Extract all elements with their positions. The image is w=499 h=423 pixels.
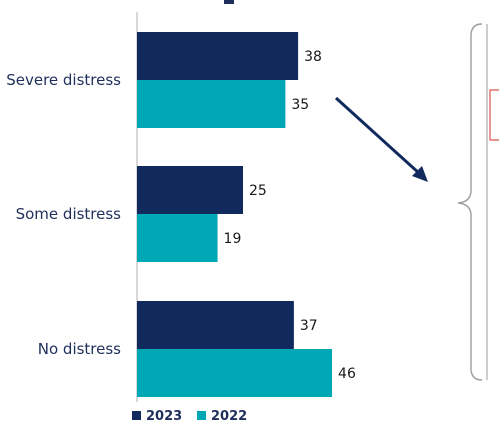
- bar-no-distress-2023: [137, 301, 294, 349]
- red-marker-fragment: [489, 89, 499, 141]
- legend-swatch-2022: [197, 411, 206, 420]
- value-label-some-distress-2023: 25: [249, 183, 267, 199]
- bars-group: 38 35 25 19 37 46: [137, 32, 356, 397]
- arrow-shaft: [334, 96, 422, 176]
- category-label-no-distress: No distress: [38, 340, 121, 358]
- curly-brace: [457, 23, 483, 381]
- bar-some-distress-2022: [137, 214, 218, 262]
- category-labels-group: Severe distress Some distress No distress: [6, 71, 121, 358]
- category-label-some-distress: Some distress: [16, 205, 122, 223]
- value-label-no-distress-2023: 37: [300, 318, 318, 334]
- category-label-severe-distress: Severe distress: [6, 71, 121, 89]
- legend: 2023 2022: [132, 409, 247, 423]
- bar-some-distress-2023: [137, 166, 243, 214]
- bar-no-distress-2022: [137, 349, 333, 397]
- value-label-severe-distress-2023: 38: [304, 49, 322, 65]
- legend-swatch-2023: [132, 411, 141, 420]
- bar-severe-distress-2023: [137, 32, 299, 80]
- legend-label-2023: 2023: [146, 409, 182, 423]
- value-label-some-distress-2022: 19: [224, 231, 242, 247]
- value-label-no-distress-2022: 46: [338, 366, 356, 382]
- arrow-head: [412, 166, 428, 182]
- top-clipped-mark: [224, 0, 234, 4]
- bar-severe-distress-2022: [137, 80, 286, 128]
- legend-label-2022: 2022: [211, 409, 247, 423]
- value-label-severe-distress-2022: 35: [291, 97, 309, 113]
